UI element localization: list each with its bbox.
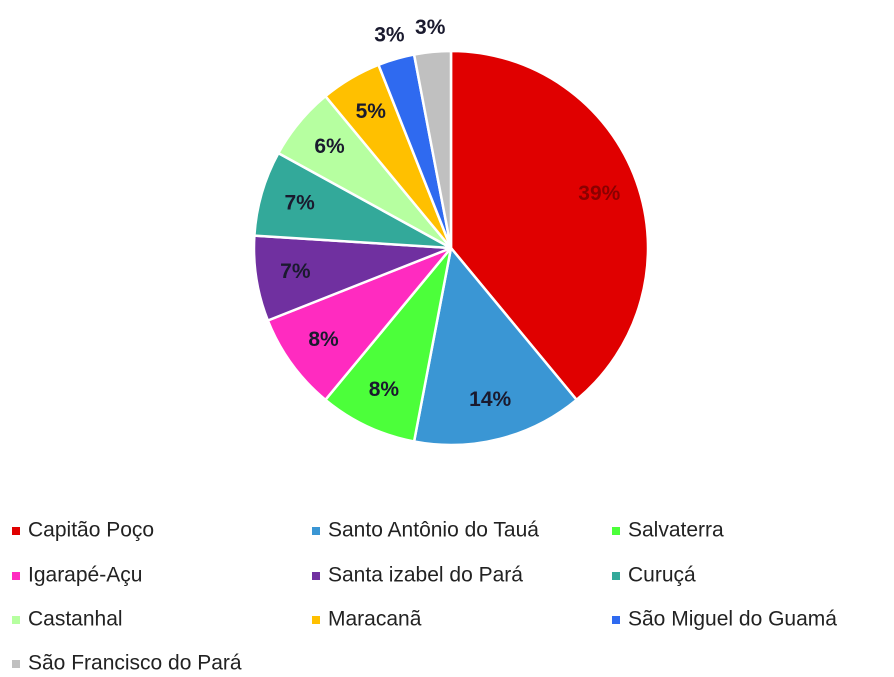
legend-swatch	[312, 572, 320, 580]
data-label: 5%	[356, 100, 387, 123]
legend-swatch	[12, 660, 20, 668]
legend-label: São Miguel do Guamá	[628, 608, 837, 631]
legend-swatch	[12, 616, 20, 624]
data-label: 14%	[469, 388, 511, 411]
legend-swatch	[612, 527, 620, 535]
legend-swatch	[12, 527, 20, 535]
legend-swatch	[612, 616, 620, 624]
legend-swatch	[12, 572, 20, 580]
data-label: 8%	[369, 378, 400, 401]
legend-label: Castanhal	[28, 608, 123, 631]
legend-label: São Francisco do Pará	[28, 652, 242, 675]
data-label: 39%	[578, 182, 620, 205]
legend-label: Santo Antônio do Tauá	[328, 519, 539, 542]
pie-slice	[412, 49, 453, 249]
data-label: 8%	[308, 328, 339, 351]
legend-label: Curuçá	[628, 564, 696, 587]
data-label: 3%	[415, 16, 446, 39]
pie-slice	[449, 49, 650, 402]
data-label: 6%	[314, 135, 345, 158]
legend-swatch	[612, 572, 620, 580]
data-label: 7%	[280, 260, 311, 283]
pie-slice	[266, 246, 452, 402]
legend-label: Salvaterra	[628, 519, 724, 542]
legend-label: Capitão Poço	[28, 519, 154, 542]
legend-label: Igarapé-Açu	[28, 564, 142, 587]
data-label: 7%	[284, 192, 315, 215]
pie-slice	[412, 245, 579, 447]
legend-label: Santa izabel do Pará	[328, 564, 523, 587]
legend-swatch	[312, 616, 320, 624]
data-label: 3%	[374, 24, 405, 47]
pie-slice	[323, 247, 453, 443]
legend-swatch	[312, 527, 320, 535]
legend-label: Maracanã	[328, 608, 422, 631]
